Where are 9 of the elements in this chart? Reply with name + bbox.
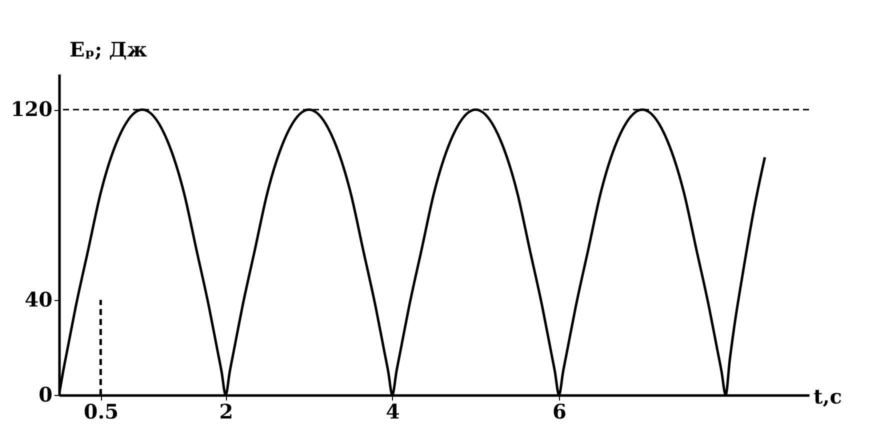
y-tick-label: 0 [38,382,52,406]
x-tick-label: 0.5 [84,400,119,424]
x-tick-label: 2 [219,400,234,424]
y-tick-label: 40 [24,287,52,312]
x-axis-title: t,c [814,384,842,408]
y-tick-label: 120 [10,97,52,122]
y-axis-title: Eₚ; Дж [70,38,148,62]
x-tick-label: 6 [552,400,566,424]
x-tick-label: 4 [386,400,400,424]
